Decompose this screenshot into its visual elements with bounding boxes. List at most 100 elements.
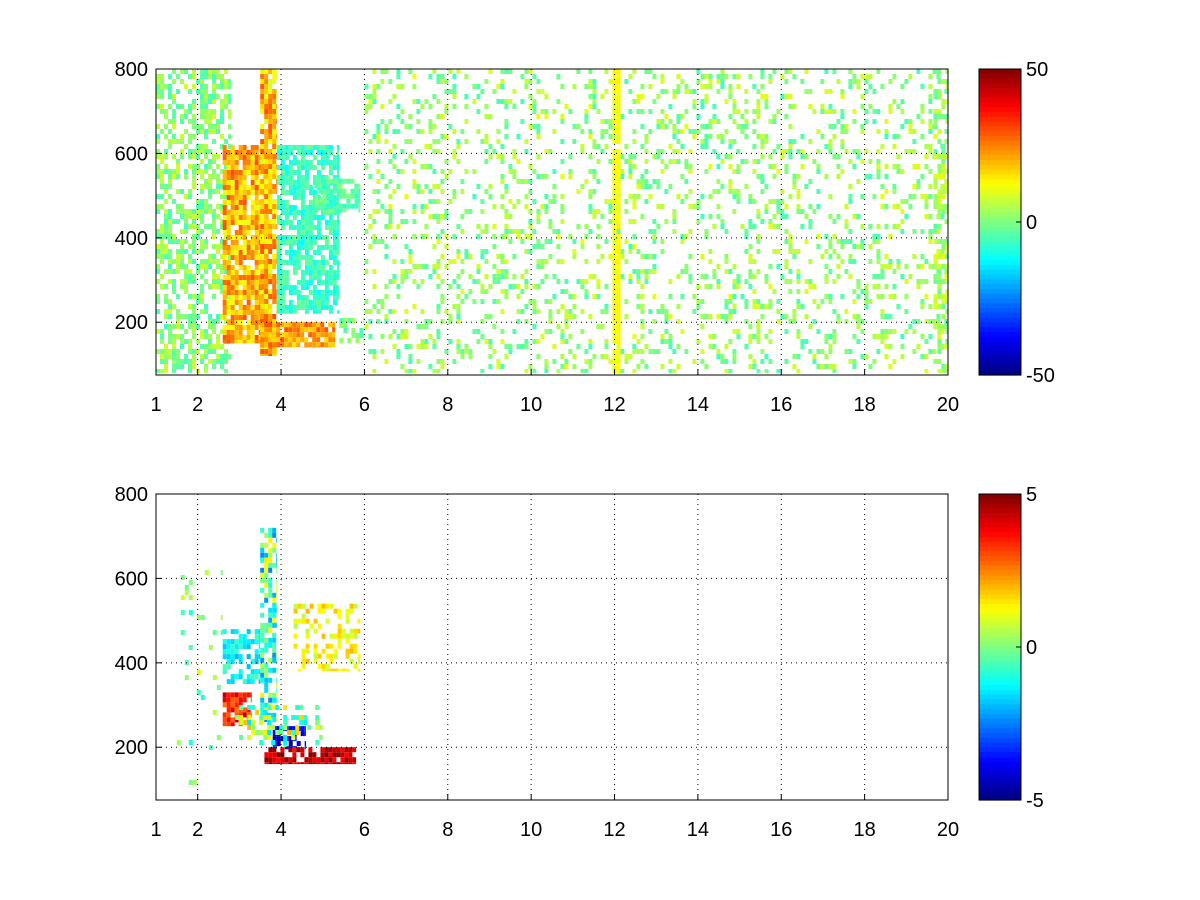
heatmap-cell: [496, 254, 501, 259]
heatmap-cell: [333, 633, 338, 639]
heatmap-cell: [172, 339, 176, 344]
colorbar-step: [979, 202, 1021, 209]
heatmap-cell: [604, 284, 609, 289]
heatmap-cell: [212, 279, 216, 284]
heatmap-cell: [156, 249, 160, 254]
heatmap-cell: [216, 174, 220, 179]
colorbar-step: [979, 498, 1021, 505]
heatmap-cell: [296, 210, 301, 215]
heatmap-cell: [824, 364, 829, 369]
heatmap-cell: [234, 644, 239, 650]
heatmap-cell: [852, 364, 857, 369]
heatmap-cell: [332, 175, 337, 180]
heatmap-cell: [329, 633, 334, 639]
heatmap-cell: [596, 209, 601, 214]
heatmap-cell: [628, 159, 633, 164]
heatmap-cell: [272, 214, 277, 219]
heatmap-cell: [941, 314, 946, 319]
heatmap-cell: [234, 330, 239, 335]
heatmap-cell: [272, 762, 277, 765]
heatmap-cell: [416, 119, 421, 124]
heatmap-cell: [242, 270, 247, 275]
colorbar-step: [979, 513, 1021, 519]
heatmap-cell: [288, 210, 293, 215]
heatmap-cell: [796, 369, 801, 373]
heatmap-cell: [945, 254, 948, 259]
heatmap-cell: [334, 208, 339, 213]
heatmap-cell: [640, 304, 645, 309]
heatmap-cell: [222, 225, 227, 230]
heatmap-cell: [276, 245, 281, 250]
heatmap-cell: [230, 629, 235, 635]
heatmap-cell: [216, 249, 220, 254]
heatmap-cell: [234, 260, 239, 265]
heatmap-cell: [204, 149, 208, 154]
heatmap-cell: [345, 608, 350, 614]
heatmap-cell: [628, 194, 633, 199]
heatmap-cell: [588, 79, 593, 84]
heatmap-cell: [364, 259, 369, 264]
heatmap-cell: [768, 329, 773, 334]
heatmap-cell: [832, 234, 837, 239]
heatmap-cell: [272, 637, 277, 643]
heatmap-cell: [250, 180, 255, 185]
heatmap-cell: [916, 264, 921, 269]
heatmap-cell: [564, 309, 569, 314]
heatmap-cell: [588, 229, 593, 234]
heatmap-cell: [226, 340, 231, 344]
heatmap-cell: [288, 747, 293, 753]
colorbar-step: [979, 666, 1021, 672]
heatmap-cell: [254, 315, 259, 320]
heatmap-cell: [164, 109, 168, 114]
heatmap-cell: [180, 204, 184, 209]
heatmap-cell: [344, 752, 349, 758]
heatmap-cell: [656, 204, 661, 209]
heatmap-cell: [164, 184, 168, 189]
heatmap-cell: [200, 109, 204, 114]
heatmap-cell: [648, 349, 653, 354]
heatmap-cell: [616, 369, 621, 373]
heatmap-cell: [612, 284, 617, 289]
heatmap-cell: [180, 279, 184, 284]
heatmap-cell: [268, 552, 273, 558]
heatmap-cell: [188, 244, 192, 249]
heatmap-cell: [176, 159, 180, 164]
heatmap-cell: [440, 79, 445, 84]
heatmap-cell: [246, 170, 251, 175]
heatmap-cell: [584, 109, 589, 114]
heatmap-cell: [772, 214, 777, 219]
heatmap-cell: [392, 234, 397, 239]
heatmap-cell: [392, 329, 397, 334]
heatmap-cell: [272, 337, 277, 343]
heatmap-cell: [297, 618, 302, 624]
colorbar-step: [979, 780, 1021, 787]
heatmap-cell: [188, 580, 193, 585]
heatmap-cell: [296, 322, 301, 328]
heatmap-cell: [376, 84, 381, 89]
heatmap-cell: [280, 275, 285, 280]
heatmap-cell: [508, 99, 513, 104]
heatmap-cell: [384, 209, 389, 214]
heatmap-cell: [254, 285, 259, 290]
heatmap-cell: [940, 214, 945, 219]
heatmap-cell: [246, 320, 251, 325]
heatmap-cell: [208, 159, 212, 164]
heatmap-cell: [752, 334, 757, 339]
heatmap-cell: [168, 214, 172, 219]
heatmap-cell: [267, 705, 272, 710]
heatmap-cell: [888, 259, 893, 264]
heatmap-cell: [164, 189, 168, 194]
heatmap-cell: [305, 633, 310, 639]
heatmap-cell: [488, 154, 493, 159]
heatmap-cell: [616, 244, 621, 249]
heatmap-cell: [696, 339, 701, 344]
heatmap-cell: [524, 249, 529, 254]
heatmap-cell: [172, 109, 176, 114]
heatmap-cell: [220, 184, 224, 189]
heatmap-cell: [276, 667, 277, 673]
heatmap-cell: [188, 610, 193, 615]
heatmap-cell: [212, 259, 216, 264]
heatmap-cell: [636, 99, 641, 104]
heatmap-cell: [200, 615, 205, 620]
heatmap-cell: [276, 139, 277, 144]
